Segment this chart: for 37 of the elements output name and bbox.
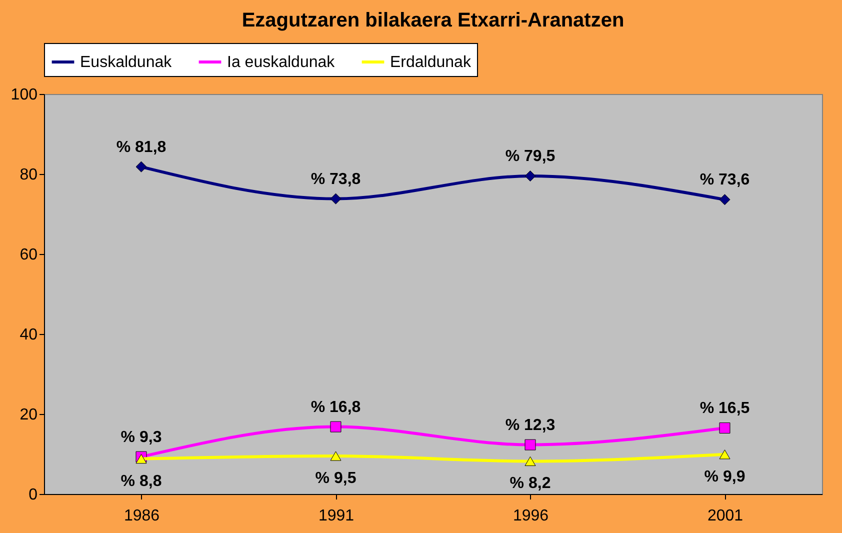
point xyxy=(330,421,342,432)
data-label: % 9,3 xyxy=(120,428,162,446)
data-label: % 16,8 xyxy=(310,398,361,416)
data-label: % 79,5 xyxy=(505,148,556,165)
y-tick-label: 80 xyxy=(20,166,38,184)
x-tick-label: 2001 xyxy=(707,508,744,524)
point xyxy=(524,456,536,466)
legend-label: Ia euskaldunak xyxy=(227,54,336,71)
data-label: % 81,8 xyxy=(116,138,166,156)
data-label: % 9,9 xyxy=(704,468,746,486)
y-tick-label: 20 xyxy=(20,406,38,424)
y-tick-label: 0 xyxy=(28,486,38,504)
point xyxy=(330,193,342,204)
point xyxy=(136,161,147,172)
data-label: % 73,6 xyxy=(700,172,750,189)
point xyxy=(330,451,342,461)
point xyxy=(719,422,730,434)
y-tick-label: 60 xyxy=(20,246,38,264)
data-label: % 12,3 xyxy=(505,416,556,434)
x-tick-label: 1991 xyxy=(318,508,354,524)
y-tick-label: 100 xyxy=(10,86,38,104)
x-tick-label: 1996 xyxy=(512,508,549,524)
data-label: % 73,8 xyxy=(310,170,361,188)
x-tick-label: 1986 xyxy=(124,508,160,524)
point xyxy=(136,454,147,464)
point xyxy=(524,439,536,450)
point xyxy=(719,450,730,460)
point xyxy=(719,194,730,206)
data-label: % 8,8 xyxy=(120,472,162,490)
chart-title: Ezagutzaren bilakaera Etxarri-Aranatzen xyxy=(242,10,624,32)
legend-label: Euskaldunak xyxy=(80,54,173,71)
y-tick-label: 40 xyxy=(20,326,38,344)
data-label: % 8,2 xyxy=(510,475,551,492)
data-label: % 9,5 xyxy=(315,470,356,487)
legend-label: Erdaldunak xyxy=(390,54,472,71)
point xyxy=(524,170,536,182)
data-label: % 16,5 xyxy=(700,400,750,417)
